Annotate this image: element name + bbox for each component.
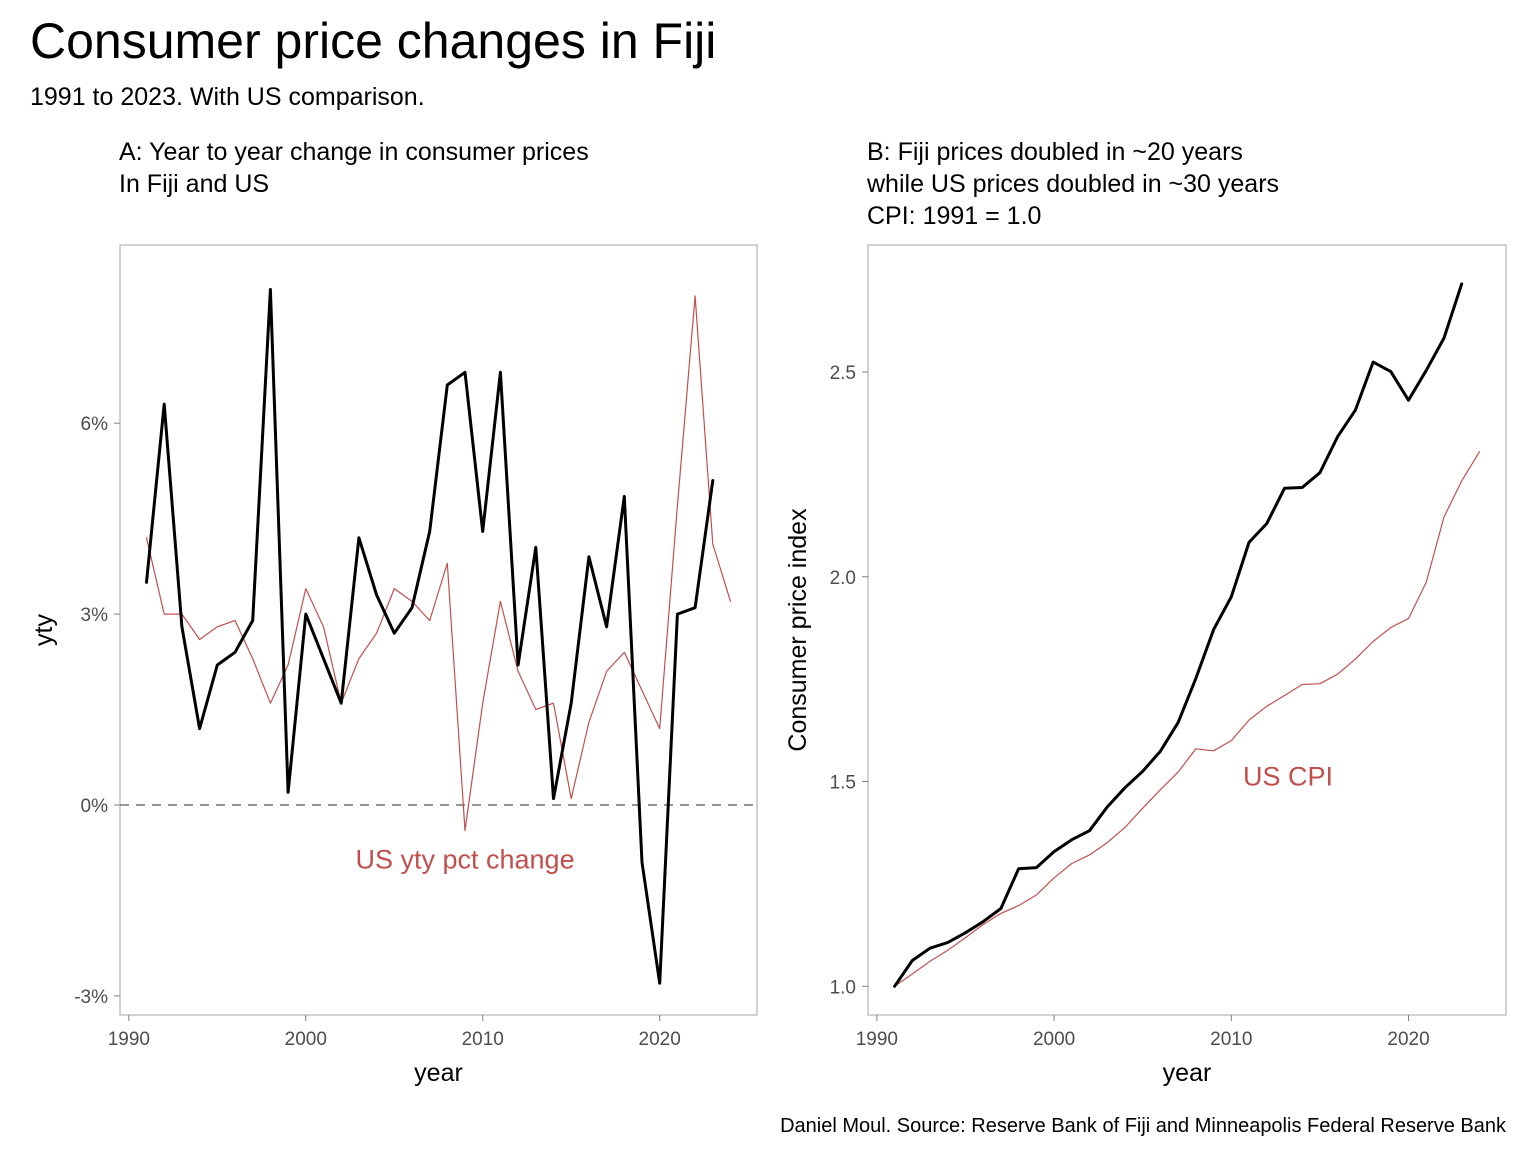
chart-panels: A: Year to year change in consumer price… <box>30 138 1507 1087</box>
x-axis-label: year <box>1163 1059 1212 1087</box>
x-tick-label: 2020 <box>1387 1029 1429 1050</box>
x-tick-label: 1990 <box>108 1029 150 1050</box>
x-tick-label: 2000 <box>1033 1029 1075 1050</box>
series-annotation: US CPI <box>1243 762 1333 792</box>
figure-caption: Daniel Moul. Source: Reserve Bank of Fij… <box>780 1115 1507 1137</box>
x-tick-label: 2000 <box>285 1029 327 1050</box>
y-tick-label: 2.0 <box>830 568 856 589</box>
figure-subtitle: 1991 to 2023. With US comparison. <box>30 83 425 111</box>
panel-title: A: Year to year change in consumer price… <box>119 138 589 198</box>
y-tick-label: 1.5 <box>830 773 856 794</box>
fiji-series-line <box>145 288 715 985</box>
panel-title-line: In Fiji and US <box>119 170 269 198</box>
series-annotation: US yty pct change <box>355 845 574 875</box>
x-tick-label: 2020 <box>639 1029 681 1050</box>
y-tick-label: 2.5 <box>830 363 856 384</box>
x-tick-label: 2010 <box>462 1029 504 1050</box>
y-tick-label: 6% <box>81 414 109 435</box>
panel-border <box>867 244 1507 1016</box>
y-axis-label: Consumer price index <box>784 508 812 752</box>
x-tick-label: 1990 <box>856 1029 898 1050</box>
panel-title-line: B: Fiji prices doubled in ~20 years <box>867 138 1243 166</box>
panel-title: B: Fiji prices doubled in ~20 years while… <box>866 138 1279 230</box>
y-tick-label: 0% <box>81 796 109 817</box>
fiji-series-line <box>893 282 1464 988</box>
panel-title-line: CPI: 1991 = 1.0 <box>867 202 1041 230</box>
x-tick-label: 2010 <box>1210 1029 1252 1050</box>
y-tick-label: 1.0 <box>830 977 856 998</box>
y-tick-label: 3% <box>81 605 109 626</box>
panel-a: A: Year to year change in consumer price… <box>30 138 758 1087</box>
x-axis-label: year <box>414 1059 463 1087</box>
y-axis-label: yty <box>30 614 58 646</box>
panel-b: B: Fiji prices doubled in ~20 years while… <box>784 138 1507 1087</box>
panel-title-line: while US prices doubled in ~30 years <box>866 170 1279 198</box>
y-tick-label: -3% <box>74 987 108 1008</box>
panel-title-line: A: Year to year change in consumer price… <box>119 138 589 166</box>
figure-title: Consumer price changes in Fiji <box>30 13 716 69</box>
us-series-line <box>893 451 1481 987</box>
panel-border <box>119 244 758 1016</box>
